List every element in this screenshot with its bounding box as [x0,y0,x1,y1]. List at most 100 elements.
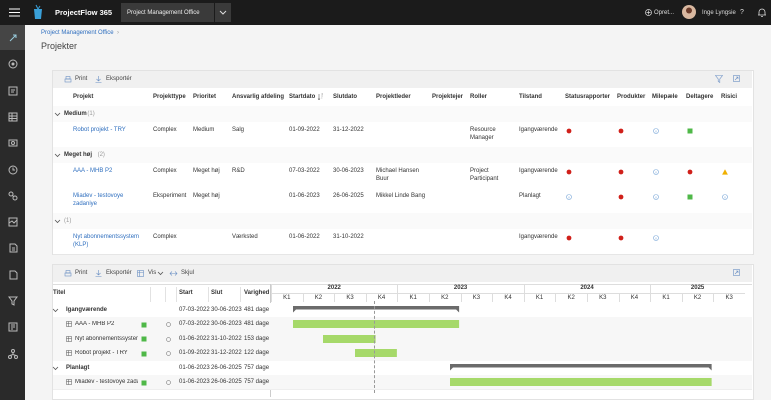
column-header[interactable]: Slutdato [333,94,357,100]
nav-icon[interactable] [8,33,18,43]
workspace-box[interactable] [121,3,214,22]
toolbar-icon[interactable] [169,270,178,277]
project-link[interactable]: Nyt abonnementssystem (KLP) [73,234,140,248]
avatar[interactable] [682,5,696,19]
row-icon [166,380,171,385]
workspace-name[interactable]: Project Management Office [127,10,200,16]
gantt-row [53,346,752,362]
group-toggle[interactable] [54,153,61,158]
column-header[interactable]: Statusrapporter [565,94,611,100]
nav-icon[interactable] [8,243,18,253]
toolbar-button[interactable]: Skjul [181,270,195,276]
toolbar-button[interactable]: Print [75,270,88,276]
project-link[interactable]: Miadev - testovoye zadaniye [73,193,124,207]
toolbar-button[interactable]: Eksportér [106,76,132,82]
nav-icon[interactable] [8,217,18,227]
vis-dropdown[interactable] [157,271,164,276]
group-count: (1) [64,218,72,224]
nav-icon[interactable] [8,86,18,96]
column-header[interactable]: Projektejer [432,94,464,100]
column-header[interactable]: Prioritet [193,94,217,100]
gantt-title: AAA - MHB P2 [75,321,115,328]
toolbar-icon[interactable] [64,270,72,277]
nav-icon[interactable] [8,138,18,148]
toolbar-button[interactable]: Eksportér [106,270,132,276]
column-header[interactable]: Risici [721,94,738,100]
year-sep [271,284,272,293]
toolbar-button[interactable]: Print [75,76,88,82]
nav-icon[interactable] [8,59,18,69]
sort-icon[interactable] [317,93,323,101]
filter-icon[interactable] [714,75,724,84]
help-button[interactable]: ? [740,9,744,16]
create-button[interactable]: Opret... [654,10,675,16]
menu-icon[interactable] [9,8,20,17]
quarter-sep [302,293,304,302]
group-toggle[interactable] [54,219,61,224]
breadcrumb[interactable]: Project Management Office [41,30,114,36]
nav-icon[interactable] [8,296,18,306]
notifications[interactable] [758,8,766,17]
gantt-title: Planlagt [66,364,90,371]
toolbar-icon[interactable] [64,76,72,83]
quarter-sep [523,293,525,302]
gantt-duration: 153 dage [244,335,270,342]
gantt-title: Igangværende [66,307,108,313]
quarter-label: K3 [599,295,607,301]
group-toggle[interactable] [54,112,61,117]
status-indicator [566,193,572,200]
table-cell: 30-06-2023 [333,168,364,174]
expand-icon[interactable] [733,269,740,276]
table-cell: 07-03-2022 [289,168,320,174]
nav-icon[interactable] [8,165,18,175]
column-header[interactable]: Startdato [289,94,316,100]
column-header[interactable]: Produkter [617,94,646,100]
gantt-col-sep [240,287,241,302]
gantt-end: 31-10-2022 [211,335,242,342]
column-header[interactable]: Deltagere [686,94,714,100]
nav-icon[interactable] [8,322,18,332]
task-bar [323,334,376,343]
project-link[interactable]: AAA - MHB P2 [73,168,113,174]
year-sep [650,284,652,293]
project-link[interactable]: Robot projekt - TRY [73,127,126,133]
toolbar-icon[interactable] [95,270,102,277]
year-label: 2023 [453,285,468,291]
toolbar-icon[interactable] [137,270,144,277]
nav-icon[interactable] [8,348,18,359]
group-toggle[interactable] [52,366,59,370]
user-name[interactable]: Inge Lyngsie [702,10,736,16]
gantt-start: 07-03-2022 [179,307,210,313]
nav-icon[interactable] [8,270,18,280]
sidebar-active [0,25,25,50]
toolbar-icon[interactable] [95,76,102,83]
column-header[interactable]: Roller [470,94,488,100]
today-line [374,301,375,394]
task-bar [449,378,712,386]
table-cell: Planlagt [519,193,541,199]
table-cell: 26-06-2025 [333,193,364,199]
gantt-end: 26-06-2025 [211,379,242,385]
nav-icon[interactable] [8,191,18,201]
column-header[interactable]: Tilstand [519,94,542,100]
gantt-start: 07-03-2022 [179,321,210,328]
workspace-dropdown[interactable] [215,3,231,22]
table-cell: Igangværende [519,168,558,174]
create-icon[interactable] [645,9,652,16]
column-header[interactable]: Milepæle [652,94,678,100]
column-header[interactable]: Projekt [73,94,94,100]
quarter-sep [618,293,620,302]
group-toggle[interactable] [52,308,59,313]
status-indicator [687,169,693,174]
column-header[interactable]: Projekttype [153,94,186,100]
status-indicator [618,128,624,133]
summary-bar [293,306,460,313]
toolbar-button[interactable]: Vis [148,270,157,276]
column-header[interactable]: Projektleder [376,94,411,100]
task-bar [293,320,460,329]
status-indicator [566,169,572,174]
nav-icon[interactable] [8,112,18,122]
column-header[interactable]: Ansvarlig afdeling [232,94,285,100]
expand-icon[interactable] [733,75,740,82]
